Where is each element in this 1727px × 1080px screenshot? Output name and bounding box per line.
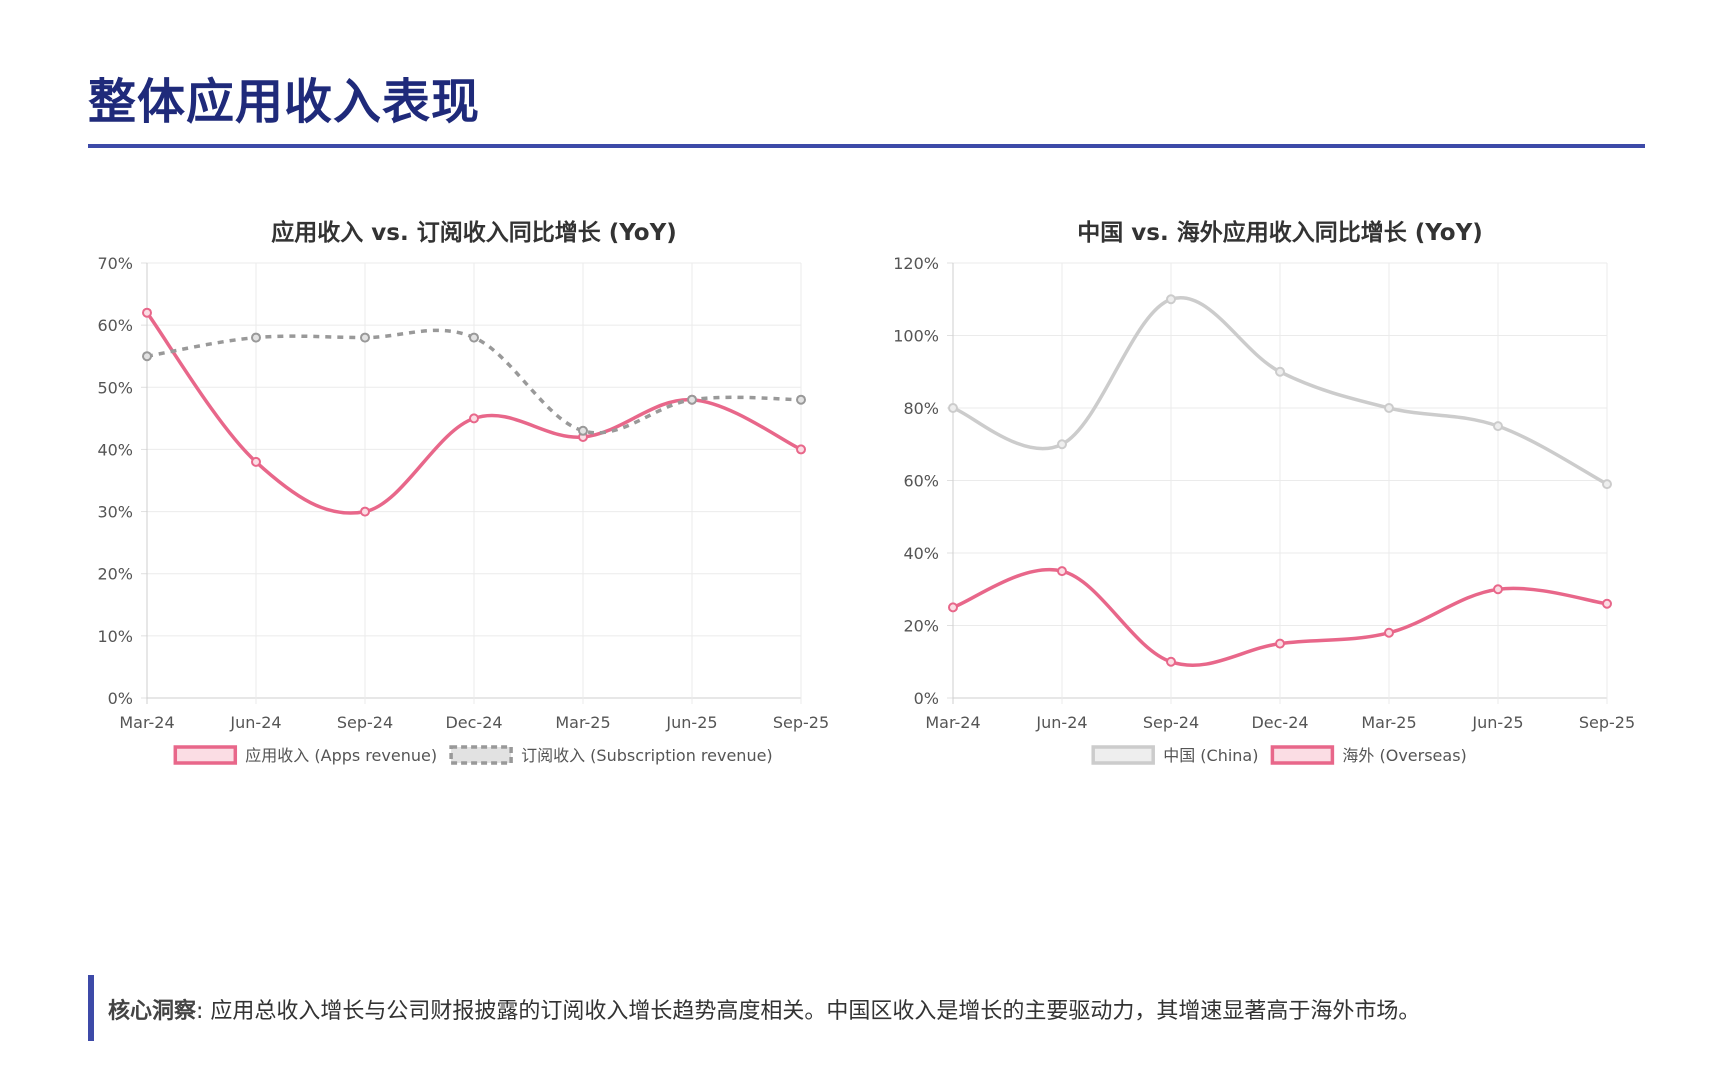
legend-item-0[interactable]: 应用收入 (Apps revenue) — [173, 745, 437, 765]
y-tick-label: 40% — [97, 440, 133, 459]
y-tick-label: 20% — [97, 565, 133, 584]
data-point-1-2[interactable] — [360, 332, 370, 343]
data-point-1-3[interactable] — [1275, 638, 1285, 649]
y-tick-label: 30% — [97, 503, 133, 522]
x-tick-label: Mar-24 — [925, 713, 980, 732]
insight-label: 核心洞察 — [108, 999, 197, 1024]
x-tick-label: Mar-25 — [1361, 713, 1416, 732]
y-tick-label: 60% — [903, 472, 939, 491]
y-tick-label: 40% — [903, 544, 939, 563]
data-point-1-3[interactable] — [469, 332, 479, 343]
y-tick-label: 0% — [108, 689, 133, 708]
legend-item-0[interactable]: 中国 (China) — [1091, 745, 1258, 765]
x-tick-label: Sep-24 — [1143, 713, 1199, 732]
data-point-0-5[interactable] — [1493, 421, 1503, 432]
x-tick-label: Sep-25 — [773, 713, 829, 732]
x-tick-label: Jun-25 — [1471, 713, 1523, 732]
x-tick-label: Dec-24 — [1251, 713, 1308, 732]
data-point-1-2[interactable] — [1166, 656, 1176, 667]
x-tick-label: Sep-24 — [337, 713, 393, 732]
data-point-1-0[interactable] — [142, 351, 152, 362]
legend-item-1[interactable]: 订阅收入 (Subscription revenue) — [449, 745, 773, 765]
insight-body: : 应用总收入增长与公司财报披露的订阅收入增长趋势高度相关。中国区收入是增长的主… — [196, 999, 1421, 1024]
data-point-1-4[interactable] — [578, 425, 588, 436]
legend-swatch — [1270, 745, 1335, 765]
data-point-0-3[interactable] — [1275, 366, 1285, 377]
title-divider — [88, 144, 1645, 148]
data-point-1-1[interactable] — [1057, 566, 1067, 577]
data-point-0-0[interactable] — [142, 307, 152, 318]
x-tick-label: Jun-24 — [229, 713, 281, 732]
legend-swatch — [449, 745, 513, 765]
data-point-1-6[interactable] — [1602, 598, 1612, 609]
data-point-0-2[interactable] — [1166, 294, 1176, 305]
insight-text: 核心洞察: 应用总收入增长与公司财报披露的订阅收入增长趋势高度相关。中国区收入是… — [108, 993, 1420, 1025]
x-tick-label: Jun-25 — [665, 713, 717, 732]
data-point-1-4[interactable] — [1384, 627, 1394, 638]
data-point-0-1[interactable] — [1057, 439, 1067, 450]
data-point-1-6[interactable] — [796, 394, 806, 405]
data-point-0-4[interactable] — [1384, 403, 1394, 413]
x-tick-label: Sep-25 — [1579, 713, 1635, 732]
data-point-0-6[interactable] — [796, 444, 806, 455]
legend-item-1[interactable]: 海外 (Overseas) — [1270, 745, 1467, 765]
data-point-1-5[interactable] — [687, 394, 697, 405]
legend-label: 中国 (China) — [1163, 746, 1258, 765]
data-point-1-0[interactable] — [948, 602, 958, 613]
data-point-1-1[interactable] — [251, 332, 261, 343]
x-tick-label: Dec-24 — [445, 713, 502, 732]
insight-callout: 核心洞察: 应用总收入增长与公司财报披露的订阅收入增长趋势高度相关。中国区收入是… — [88, 975, 1645, 1041]
chart-title: 中国 vs. 海外应用收入同比增长 (YoY) — [1077, 219, 1482, 246]
china-vs-overseas-chart: 中国 vs. 海外应用收入同比增长 (YoY) 0% 20% 40% 60% 80% 100… — [893, 219, 1635, 765]
y-tick-label: 70% — [97, 254, 133, 273]
data-point-0-2[interactable] — [360, 506, 370, 517]
legend-swatch — [173, 745, 238, 765]
x-tick-label: Jun-24 — [1035, 713, 1087, 732]
legend-label: 订阅收入 (Subscription revenue) — [521, 746, 773, 765]
x-tick-label: Mar-24 — [119, 713, 174, 732]
y-tick-label: 60% — [97, 316, 133, 335]
x-tick-label: Mar-25 — [555, 713, 610, 732]
legend-swatch — [1091, 745, 1155, 765]
y-tick-label: 50% — [97, 378, 133, 397]
data-point-0-6[interactable] — [1602, 479, 1612, 490]
y-tick-label: 100% — [893, 327, 939, 346]
legend-label: 海外 (Overseas) — [1342, 746, 1466, 765]
data-point-1-5[interactable] — [1493, 584, 1503, 595]
insight-accent-bar — [88, 975, 94, 1041]
y-tick-label: 10% — [97, 627, 133, 646]
legend-label: 应用收入 (Apps revenue) — [245, 746, 437, 765]
apps-vs-subscription-chart: 应用收入 vs. 订阅收入同比增长 (YoY) 0% 10% 20% 30% 40% 50%… — [97, 219, 829, 765]
data-point-0-1[interactable] — [251, 456, 261, 467]
data-point-0-3[interactable] — [469, 413, 479, 424]
chart-title: 应用收入 vs. 订阅收入同比增长 (YoY) — [271, 219, 676, 246]
y-tick-label: 120% — [893, 254, 939, 273]
page-title: 整体应用收入表现 — [88, 74, 481, 130]
y-tick-label: 20% — [903, 617, 939, 636]
data-point-0-0[interactable] — [948, 403, 958, 413]
y-tick-label: 80% — [903, 399, 939, 418]
y-tick-label: 0% — [914, 689, 939, 708]
